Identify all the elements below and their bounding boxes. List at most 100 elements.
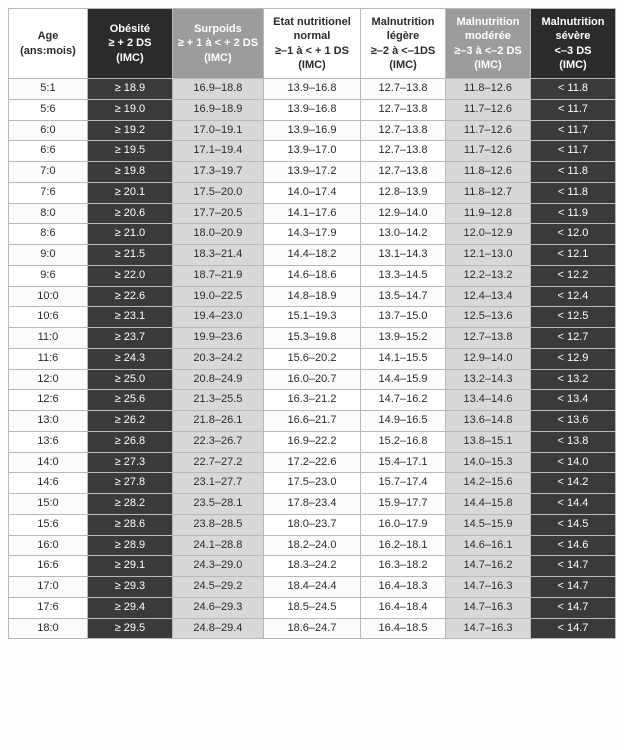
cell-surp: 18.0–20.9 [172, 224, 263, 245]
table-row: 15:6≥ 28.623.8–28.518.0–23.716.0–17.914.… [9, 514, 616, 535]
cell-age: 9:6 [9, 265, 88, 286]
cell-sev: < 14.6 [530, 535, 615, 556]
cell-sev: < 12.9 [530, 348, 615, 369]
cell-norm: 17.2–22.6 [263, 452, 360, 473]
cell-mod: 14.7–16.3 [446, 618, 531, 639]
cell-surp: 20.3–24.2 [172, 348, 263, 369]
cell-leg: 12.7–13.8 [361, 79, 446, 100]
cell-age: 5:6 [9, 99, 88, 120]
cell-age: 17:0 [9, 577, 88, 598]
cell-age: 16:0 [9, 535, 88, 556]
cell-sev: < 14.5 [530, 514, 615, 535]
cell-ob: ≥ 22.0 [87, 265, 172, 286]
table-row: 7:6≥ 20.117.5–20.014.0–17.412.8–13.911.8… [9, 182, 616, 203]
cell-mod: 12.0–12.9 [446, 224, 531, 245]
cell-sev: < 14.2 [530, 473, 615, 494]
cell-ob: ≥ 21.5 [87, 245, 172, 266]
table-row: 5:6≥ 19.016.9–18.913.9–16.812.7–13.811.7… [9, 99, 616, 120]
cell-age: 12:6 [9, 390, 88, 411]
cell-mod: 14.4–15.8 [446, 494, 531, 515]
cell-sev: < 12.1 [530, 245, 615, 266]
cell-leg: 16.4–18.3 [361, 577, 446, 598]
cell-norm: 16.0–20.7 [263, 369, 360, 390]
table-row: 11:6≥ 24.320.3–24.215.6–20.214.1–15.512.… [9, 348, 616, 369]
cell-surp: 23.5–28.1 [172, 494, 263, 515]
cell-age: 15:0 [9, 494, 88, 515]
table-row: 16:0≥ 28.924.1–28.818.2–24.016.2–18.114.… [9, 535, 616, 556]
cell-leg: 16.3–18.2 [361, 556, 446, 577]
cell-norm: 14.6–18.6 [263, 265, 360, 286]
cell-norm: 14.8–18.9 [263, 286, 360, 307]
cell-ob: ≥ 21.0 [87, 224, 172, 245]
cell-norm: 18.6–24.7 [263, 618, 360, 639]
cell-sev: < 14.7 [530, 597, 615, 618]
cell-sev: < 14.7 [530, 577, 615, 598]
cell-surp: 21.8–26.1 [172, 411, 263, 432]
cell-age: 13:6 [9, 431, 88, 452]
table-row: 5:1≥ 18.916.9–18.813.9–16.812.7–13.811.8… [9, 79, 616, 100]
cell-surp: 16.9–18.8 [172, 79, 263, 100]
cell-age: 13:0 [9, 411, 88, 432]
cell-age: 11:0 [9, 328, 88, 349]
cell-norm: 14.0–17.4 [263, 182, 360, 203]
cell-mod: 11.8–12.6 [446, 162, 531, 183]
cell-surp: 24.8–29.4 [172, 618, 263, 639]
table-row: 14:6≥ 27.823.1–27.717.5–23.015.7–17.414.… [9, 473, 616, 494]
cell-norm: 15.1–19.3 [263, 307, 360, 328]
cell-surp: 24.5–29.2 [172, 577, 263, 598]
cell-leg: 12.7–13.8 [361, 141, 446, 162]
cell-mod: 14.2–15.6 [446, 473, 531, 494]
cell-age: 15:6 [9, 514, 88, 535]
cell-age: 8:0 [9, 203, 88, 224]
cell-sev: < 11.7 [530, 99, 615, 120]
cell-ob: ≥ 29.5 [87, 618, 172, 639]
cell-age: 14:6 [9, 473, 88, 494]
cell-age: 11:6 [9, 348, 88, 369]
cell-leg: 12.8–13.9 [361, 182, 446, 203]
cell-mod: 14.7–16.3 [446, 577, 531, 598]
cell-surp: 20.8–24.9 [172, 369, 263, 390]
cell-leg: 15.7–17.4 [361, 473, 446, 494]
cell-leg: 13.9–15.2 [361, 328, 446, 349]
cell-age: 9:0 [9, 245, 88, 266]
cell-norm: 14.1–17.6 [263, 203, 360, 224]
cell-mod: 11.7–12.6 [446, 99, 531, 120]
table-row: 8:0≥ 20.617.7–20.514.1–17.612.9–14.011.9… [9, 203, 616, 224]
cell-mod: 14.6–16.1 [446, 535, 531, 556]
cell-ob: ≥ 20.6 [87, 203, 172, 224]
cell-mod: 12.9–14.0 [446, 348, 531, 369]
cell-age: 7:6 [9, 182, 88, 203]
cell-surp: 21.3–25.5 [172, 390, 263, 411]
cell-ob: ≥ 18.9 [87, 79, 172, 100]
table-row: 17:6≥ 29.424.6–29.318.5–24.516.4–18.414.… [9, 597, 616, 618]
cell-leg: 15.9–17.7 [361, 494, 446, 515]
cell-age: 6:0 [9, 120, 88, 141]
cell-surp: 22.7–27.2 [172, 452, 263, 473]
cell-norm: 13.9–16.8 [263, 79, 360, 100]
cell-norm: 16.3–21.2 [263, 390, 360, 411]
cell-mod: 13.8–15.1 [446, 431, 531, 452]
cell-leg: 14.9–16.5 [361, 411, 446, 432]
cell-ob: ≥ 27.8 [87, 473, 172, 494]
cell-leg: 14.1–15.5 [361, 348, 446, 369]
cell-ob: ≥ 28.6 [87, 514, 172, 535]
cell-norm: 18.5–24.5 [263, 597, 360, 618]
cell-sev: < 12.2 [530, 265, 615, 286]
cell-surp: 17.3–19.7 [172, 162, 263, 183]
cell-ob: ≥ 19.2 [87, 120, 172, 141]
cell-mod: 12.5–13.6 [446, 307, 531, 328]
cell-age: 14:0 [9, 452, 88, 473]
cell-leg: 13.1–14.3 [361, 245, 446, 266]
cell-leg: 13.0–14.2 [361, 224, 446, 245]
cell-ob: ≥ 25.0 [87, 369, 172, 390]
table-row: 12:6≥ 25.621.3–25.516.3–21.214.7–16.213.… [9, 390, 616, 411]
cell-sev: < 13.6 [530, 411, 615, 432]
cell-surp: 19.4–23.0 [172, 307, 263, 328]
cell-sev: < 11.8 [530, 162, 615, 183]
table-row: 11:0≥ 23.719.9–23.615.3–19.813.9–15.212.… [9, 328, 616, 349]
cell-sev: < 12.4 [530, 286, 615, 307]
cell-ob: ≥ 25.6 [87, 390, 172, 411]
table-header: Age(ans:mois)Obésité≥ + 2 DS(IMC)Surpoid… [9, 9, 616, 79]
header-surp: Surpoids≥ + 1 à < + 2 DS(IMC) [172, 9, 263, 79]
cell-ob: ≥ 29.3 [87, 577, 172, 598]
